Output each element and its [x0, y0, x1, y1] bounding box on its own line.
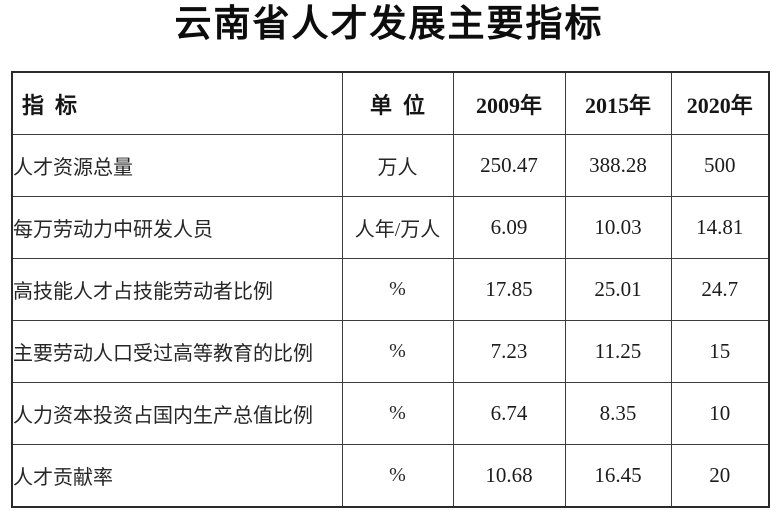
column-header-2020: 2020年: [670, 71, 770, 135]
table-row: 人才贡献率 % 10.68 16.45 20: [11, 444, 770, 508]
cell-2009: 17.85: [452, 258, 566, 321]
page-title: 云南省人才发展主要指标: [174, 3, 604, 44]
cell-2009: 6.74: [452, 382, 566, 445]
cell-unit: %: [341, 444, 454, 508]
indicators-table: 指 标 单 位 2009年 2015年 2020年 人才资源总量 万人 250.…: [11, 71, 770, 508]
table-row: 人力资本投资占国内生产总值比例 % 6.74 8.35 10: [11, 382, 770, 445]
column-header-unit: 单 位: [341, 71, 454, 135]
cell-unit: 万人: [341, 134, 454, 197]
cell-2009: 7.23: [452, 320, 566, 383]
cell-2015: 25.01: [564, 258, 672, 321]
cell-2015: 388.28: [564, 134, 672, 197]
column-header-2015: 2015年: [564, 71, 672, 135]
cell-indicator: 主要劳动人口受过高等教育的比例: [11, 320, 343, 383]
cell-2015: 8.35: [564, 382, 672, 445]
cell-2020: 500: [670, 134, 770, 197]
indicators-table-container: 指 标 单 位 2009年 2015年 2020年 人才资源总量 万人 250.…: [11, 71, 770, 508]
cell-2020: 10: [670, 382, 770, 445]
cell-unit: %: [341, 320, 454, 383]
cell-unit: 人年/万人: [341, 196, 454, 259]
cell-indicator: 人才贡献率: [11, 444, 343, 508]
cell-unit: %: [341, 258, 454, 321]
column-header-2009: 2009年: [452, 71, 566, 135]
cell-2009: 250.47: [452, 134, 566, 197]
cell-2015: 11.25: [564, 320, 672, 383]
cell-2020: 24.7: [670, 258, 770, 321]
cell-2020: 15: [670, 320, 770, 383]
cell-2009: 6.09: [452, 196, 566, 259]
cell-unit: %: [341, 382, 454, 445]
cell-2020: 20: [670, 444, 770, 508]
table-row: 主要劳动人口受过高等教育的比例 % 7.23 11.25 15: [11, 320, 770, 383]
cell-indicator: 高技能人才占技能劳动者比例: [11, 258, 343, 321]
table-row: 每万劳动力中研发人员 人年/万人 6.09 10.03 14.81: [11, 196, 770, 259]
column-header-indicator: 指 标: [11, 71, 343, 135]
cell-indicator: 人才资源总量: [11, 134, 343, 197]
table-row: 人才资源总量 万人 250.47 388.28 500: [11, 134, 770, 197]
table-header-row: 指 标 单 位 2009年 2015年 2020年: [11, 71, 770, 135]
cell-2015: 16.45: [564, 444, 672, 508]
table-row: 高技能人才占技能劳动者比例 % 17.85 25.01 24.7: [11, 258, 770, 321]
cell-2009: 10.68: [452, 444, 566, 508]
cell-indicator: 每万劳动力中研发人员: [11, 196, 343, 259]
cell-indicator: 人力资本投资占国内生产总值比例: [11, 382, 343, 445]
cell-2015: 10.03: [564, 196, 672, 259]
cell-2020: 14.81: [670, 196, 770, 259]
